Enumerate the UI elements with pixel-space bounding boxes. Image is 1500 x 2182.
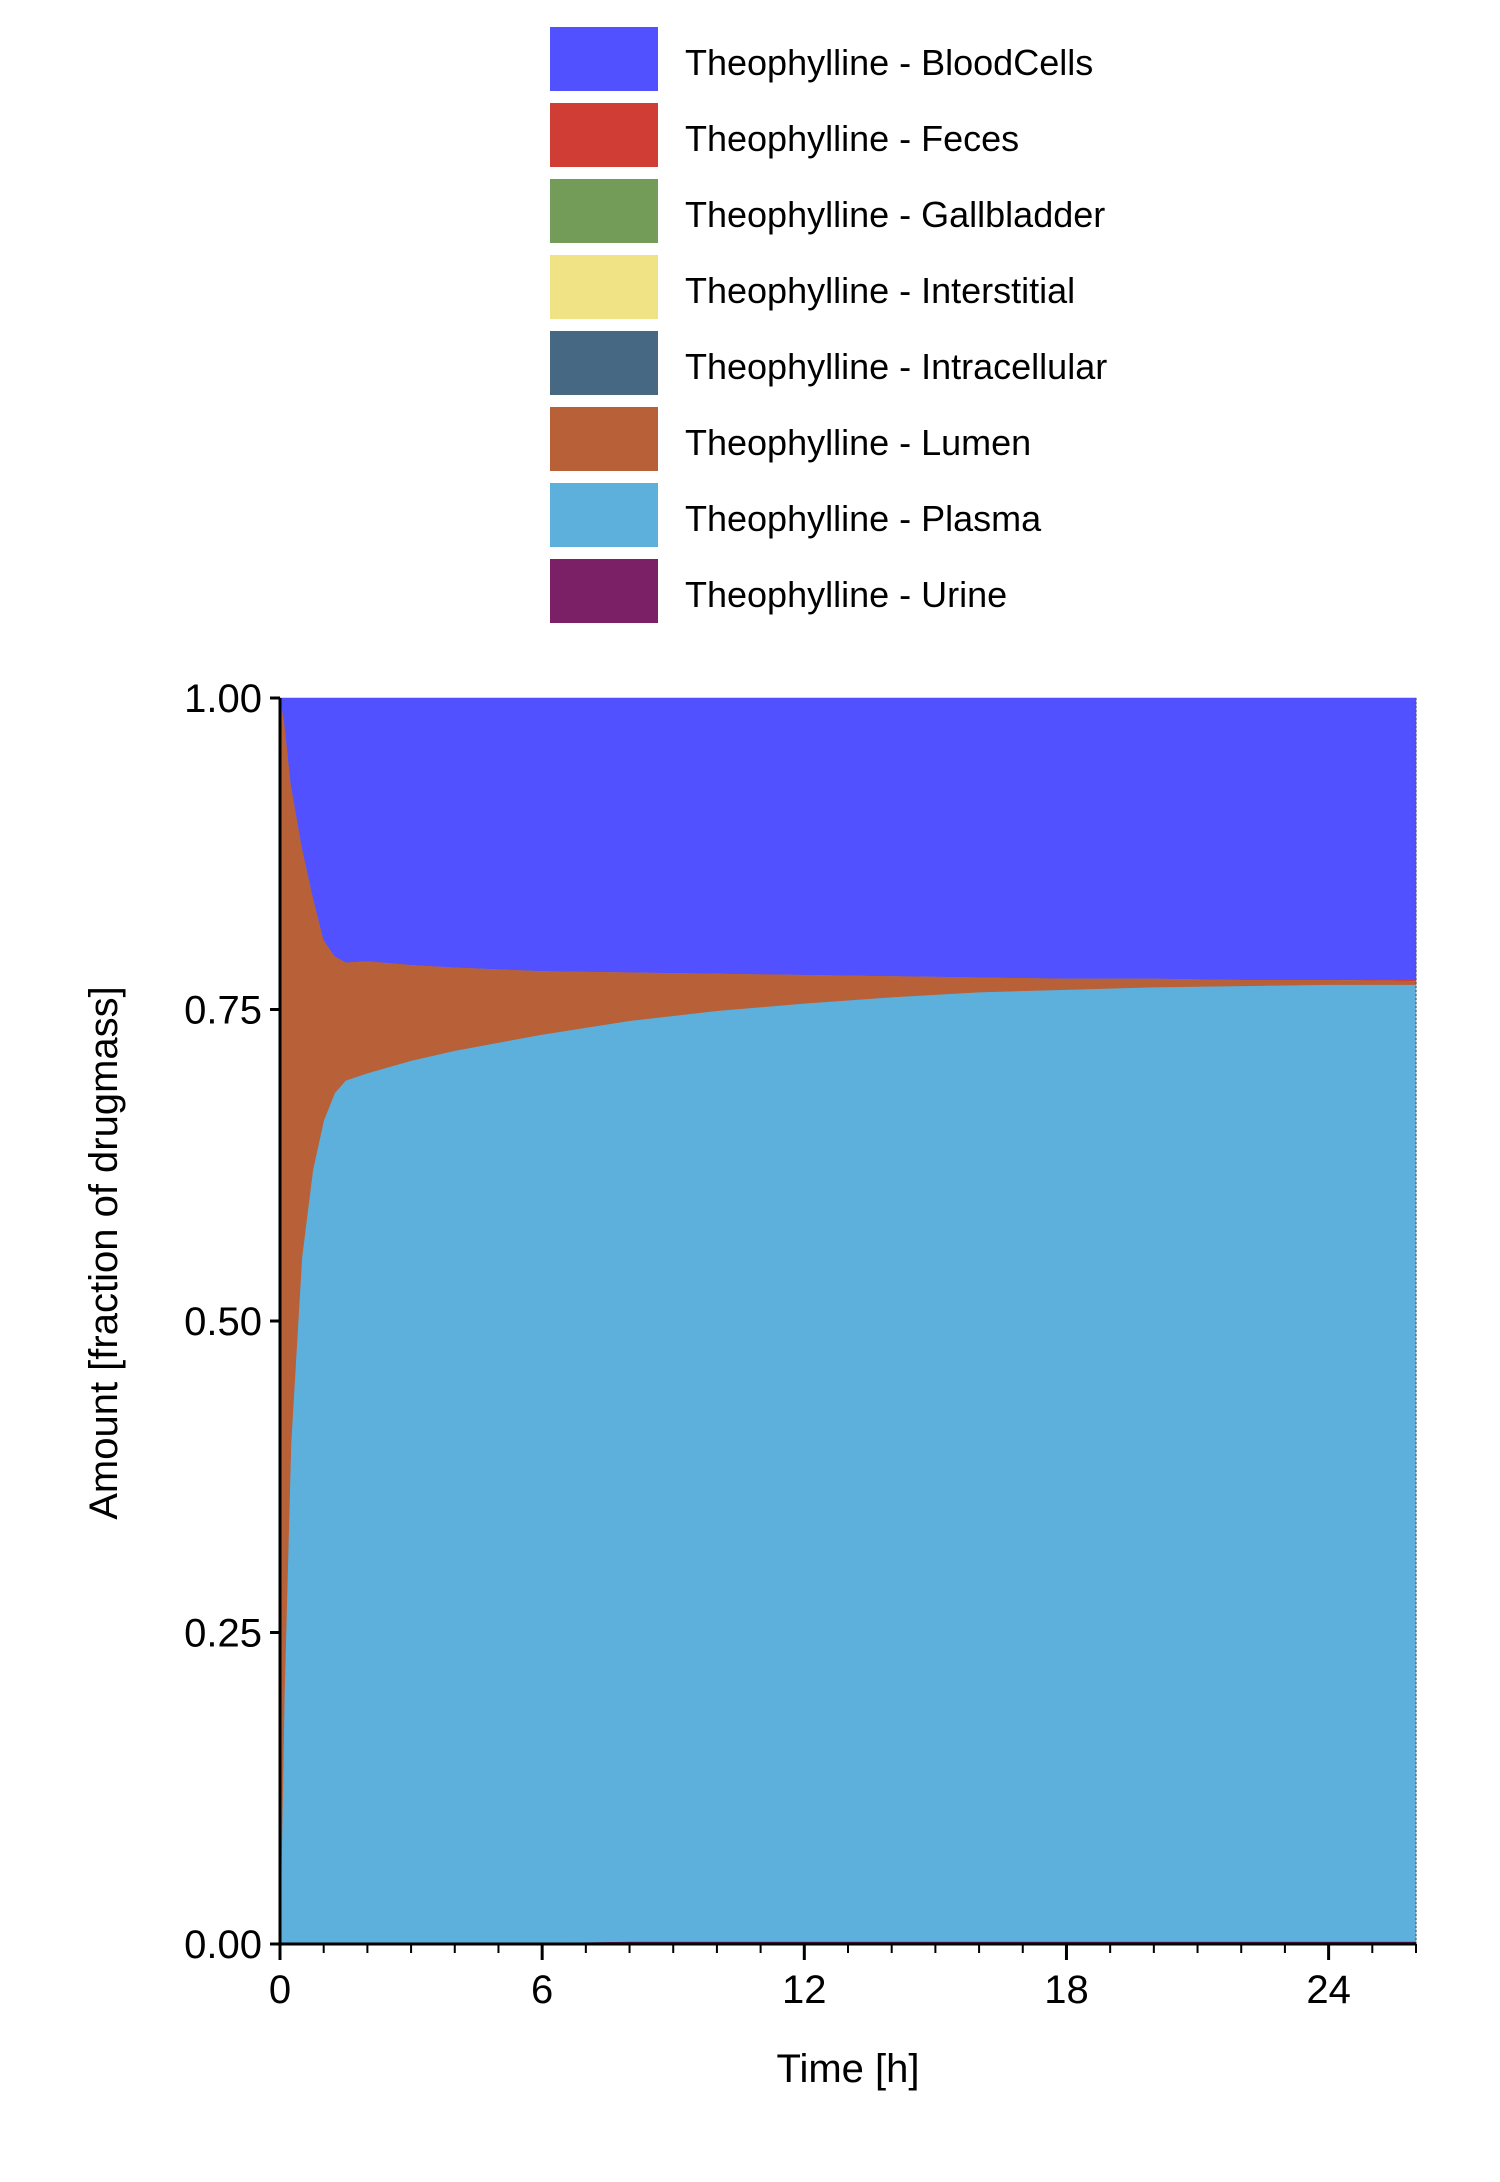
x-tick-label: 0	[269, 1968, 291, 2012]
legend-label-feces: Theophylline - Feces	[685, 118, 1019, 159]
area-bloodcells	[279, 697, 1417, 980]
legend-label-gallbladder: Theophylline - Gallbladder	[685, 194, 1105, 235]
legend-swatch-intracellular	[550, 331, 658, 395]
legend-label-interstitial: Theophylline - Interstitial	[685, 270, 1075, 311]
y-axis-title: Amount [fraction of drugmass]	[82, 986, 126, 1520]
legend-swatch-gallbladder	[550, 179, 658, 243]
legend-label-lumen: Theophylline - Lumen	[685, 422, 1031, 463]
legend-label-intracellular: Theophylline - Intracellular	[685, 346, 1107, 387]
y-tick-label: 1.00	[184, 677, 262, 721]
plot-areas	[279, 697, 1417, 1945]
x-axis-title: Time [h]	[777, 2047, 920, 2091]
x-tick-label: 24	[1306, 1968, 1351, 2012]
y-tick-label: 0.25	[184, 1612, 262, 1656]
axes: 0.00 0.25 0.50 0.75 1.00 0 6 12 18 24	[184, 677, 1417, 2012]
legend-swatch-lumen	[550, 407, 658, 471]
x-tick-label: 18	[1044, 1968, 1089, 2012]
legend-swatch-feces	[550, 103, 658, 167]
y-tick-label: 0.75	[184, 989, 262, 1033]
area-plasma	[279, 984, 1417, 1945]
legend-swatch-bloodcells	[550, 27, 658, 91]
legend-label-plasma: Theophylline - Plasma	[685, 498, 1042, 539]
legend-swatch-interstitial	[550, 255, 658, 319]
legend-swatch-plasma	[550, 483, 658, 547]
y-tick-label: 0.50	[184, 1300, 262, 1344]
legend-label-urine: Theophylline - Urine	[685, 574, 1007, 615]
legend-label-bloodcells: Theophylline - BloodCells	[685, 42, 1093, 83]
legend: Theophylline - BloodCells Theophylline - …	[550, 27, 1107, 623]
y-tick-label: 0.00	[184, 1923, 262, 1967]
x-tick-label: 6	[531, 1968, 553, 2012]
x-tick-label: 12	[782, 1968, 827, 2012]
legend-swatch-urine	[550, 559, 658, 623]
